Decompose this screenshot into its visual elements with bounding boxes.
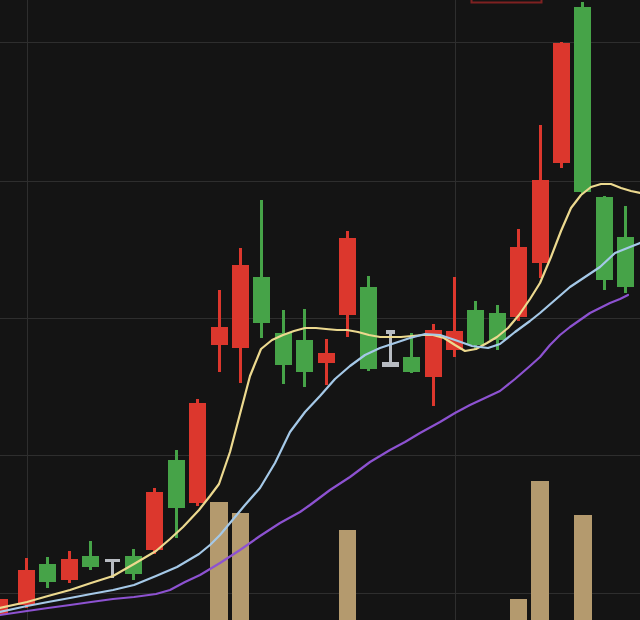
candle-body	[318, 353, 335, 363]
candle-body	[553, 43, 570, 163]
volume-bar	[574, 515, 592, 620]
candle-body	[146, 492, 163, 550]
clipped-candle-marker-layer	[472, 0, 542, 3]
doji-candle	[105, 559, 120, 563]
candlestick-chart[interactable]	[0, 0, 640, 620]
volume-bar	[232, 513, 250, 620]
candle-body	[168, 460, 185, 508]
candle-body	[532, 180, 549, 263]
candle-body	[574, 7, 591, 192]
doji-candle	[382, 362, 399, 367]
candle-body	[253, 277, 270, 323]
candle-body	[61, 559, 78, 580]
volume-bar	[531, 481, 549, 620]
candle-body	[296, 340, 313, 372]
candle-body	[232, 265, 249, 348]
candle-body	[467, 310, 484, 345]
doji-candle	[386, 330, 395, 334]
candle-body	[339, 238, 356, 315]
candle-body	[82, 556, 99, 567]
volume-layer	[210, 481, 591, 620]
candle-body	[189, 403, 206, 503]
clipped-candle-top-marker	[472, 0, 542, 3]
price-chart-panel[interactable]	[0, 0, 640, 620]
volume-bar	[210, 502, 228, 620]
candle-body	[617, 237, 634, 287]
candle-body	[39, 564, 56, 582]
candle-body	[403, 357, 420, 372]
volume-bar	[339, 530, 357, 620]
volume-bar	[510, 599, 528, 620]
candle-body	[211, 327, 228, 345]
